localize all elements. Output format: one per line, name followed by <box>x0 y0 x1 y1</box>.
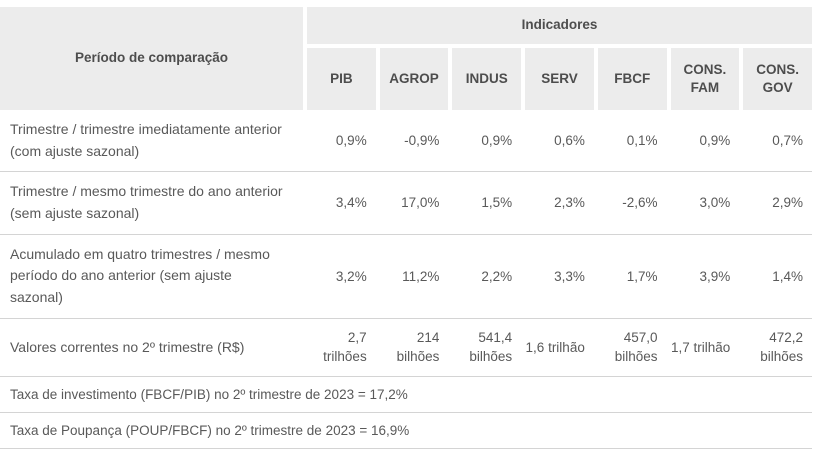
cell-agrop: 17,0% <box>401 195 440 211</box>
cell-serv: 0,6% <box>554 132 585 148</box>
table-row: Acumulado em quatro trimestres / mesmo p… <box>0 233 812 318</box>
cell-cons-gov: 1,4% <box>772 268 803 284</box>
row-label: Acumulado em quatro trimestres / mesmo p… <box>10 245 270 306</box>
row-label: Trimestre / trimestre imediatamente ante… <box>10 121 282 159</box>
cell-serv: 3,3% <box>554 268 585 284</box>
cell-cons-fam: 1,7 trilhão <box>670 339 731 355</box>
column-header-serv: SERV <box>525 48 594 110</box>
footnote-row: Taxa de investimento (FBCF/PIB) no 2º tr… <box>0 375 812 412</box>
table-row: Valores correntes no 2º trimestre (R$) 2,… <box>0 317 812 376</box>
cell-pib: 3,2% <box>335 268 367 284</box>
cell-agrop: 214 bilhões <box>396 329 440 365</box>
cell-cons-gov: 0,7% <box>772 132 803 148</box>
cell-pib: 0,9% <box>335 132 367 148</box>
cell-fbcf: 457,0 bilhões <box>614 329 658 365</box>
column-group-header-indicadores: Indicadores <box>307 7 812 44</box>
cell-indus: 541,4 bilhões <box>469 329 513 365</box>
table-row: Trimestre / trimestre imediatamente ante… <box>0 110 812 171</box>
cell-cons-fam: 3,9% <box>699 268 731 284</box>
column-header-pib: PIB <box>307 48 376 110</box>
cell-pib: 3,4% <box>335 195 367 211</box>
footnote-text: Taxa de investimento (FBCF/PIB) no 2º tr… <box>10 386 408 402</box>
table-header: Período de comparação Indicadores PIB AGR… <box>0 7 812 110</box>
cell-cons-gov: 472,2 bilhões <box>760 329 803 365</box>
cell-fbcf: 1,7% <box>626 268 658 284</box>
gdp-indicators-table: Período de comparação Indicadores PIB AGR… <box>0 7 812 449</box>
table-body: Trimestre / trimestre imediatamente ante… <box>0 110 812 449</box>
cell-fbcf: 0,1% <box>626 132 658 148</box>
footnote-row: Taxa de Poupança (POUP/FBCF) no 2º trime… <box>0 411 812 448</box>
table-row: Trimestre / mesmo trimestre do ano anter… <box>0 171 812 233</box>
column-header-agrop: AGROP <box>379 48 449 110</box>
cell-indus: 1,5% <box>481 195 513 211</box>
cell-serv: 1,6 trilhão <box>525 339 585 355</box>
row-label: Valores correntes no 2º trimestre (R$) <box>10 338 245 355</box>
cell-cons-fam: 3,0% <box>699 195 731 211</box>
row-label: Trimestre / mesmo trimestre do ano anter… <box>10 183 283 222</box>
cell-agrop: 11,2% <box>402 268 440 284</box>
footnote-text: Taxa de Poupança (POUP/FBCF) no 2º trime… <box>10 422 410 438</box>
column-header-periodo-de-comparacao: Período de comparação <box>0 7 303 110</box>
column-header-fbcf: FBCF <box>597 48 667 110</box>
cell-fbcf: -2,6% <box>622 195 658 211</box>
column-header-indus: INDUS <box>452 48 522 110</box>
cell-pib: 2,7 trilhões <box>323 329 367 365</box>
cell-indus: 2,2% <box>481 268 513 284</box>
column-header-cons-fam: CONS. FAM <box>670 48 740 110</box>
cell-indus: 0,9% <box>481 132 513 148</box>
column-header-cons-gov: CONS. GOV <box>743 48 812 110</box>
cell-agrop: -0,9% <box>404 132 440 148</box>
cell-serv: 2,3% <box>554 195 585 211</box>
cell-cons-gov: 2,9% <box>772 195 803 211</box>
cell-cons-fam: 0,9% <box>699 132 731 148</box>
